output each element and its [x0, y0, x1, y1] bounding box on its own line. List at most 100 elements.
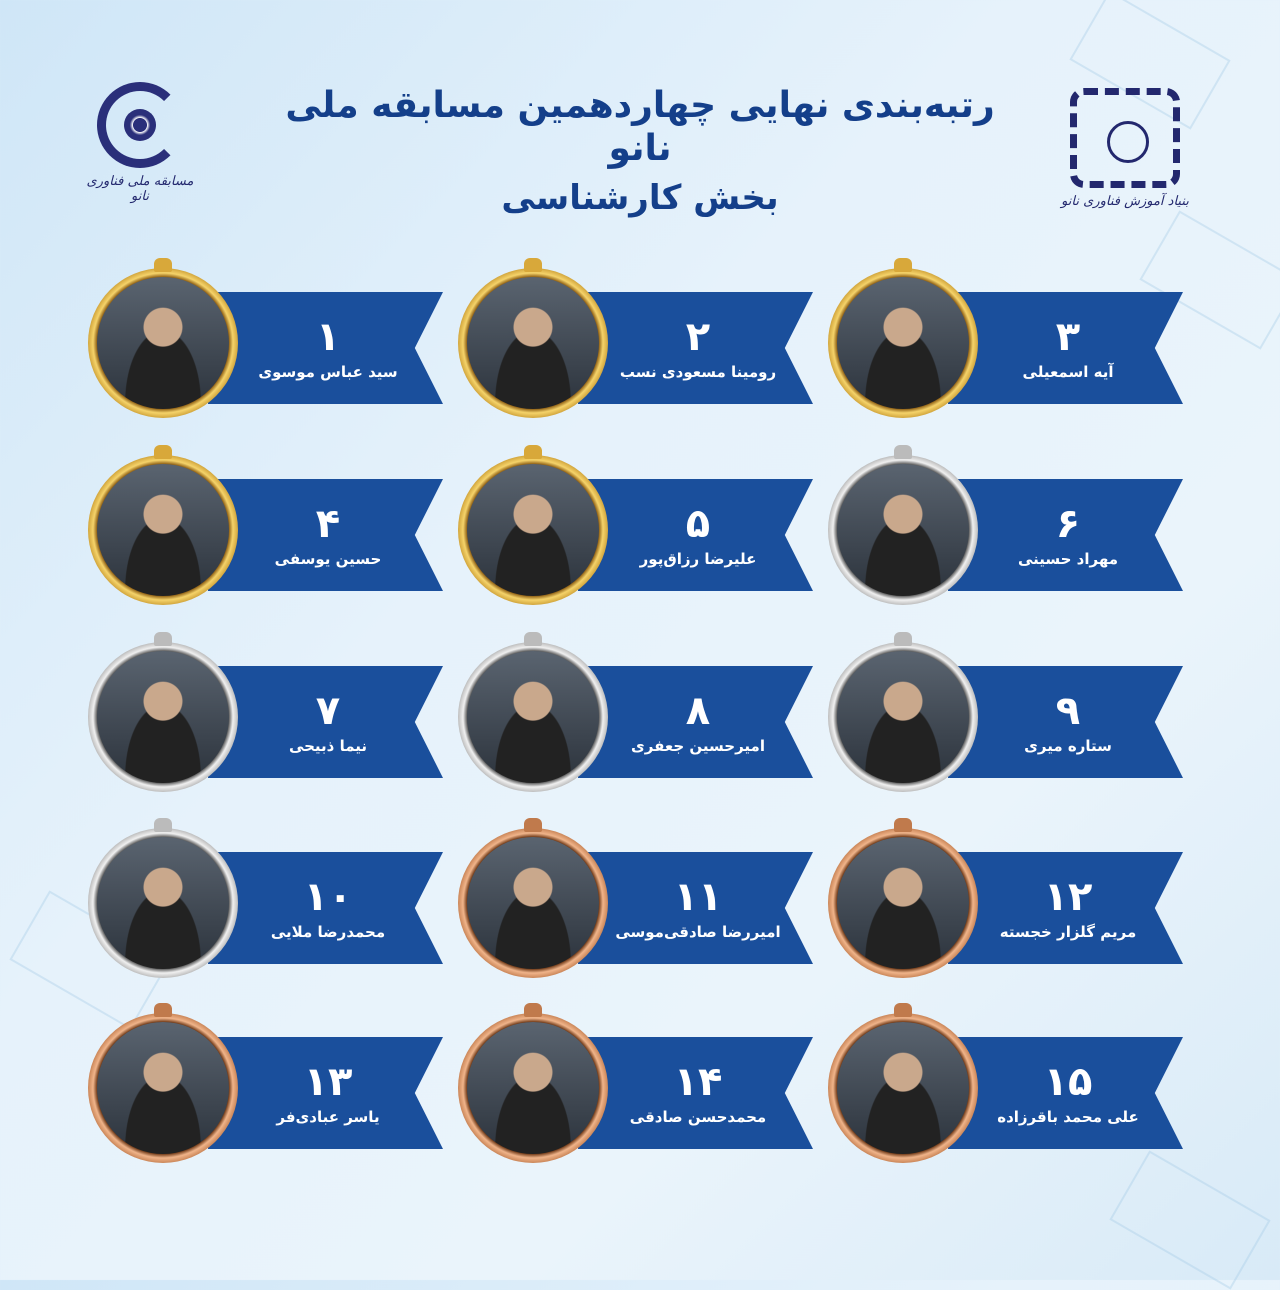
logo-caption: مسابقه ملی فناوری نانو — [86, 174, 194, 204]
participant-name: نیما ذبیحی — [288, 737, 368, 755]
medal-frame — [828, 445, 978, 605]
rank-number: ۵ — [685, 501, 711, 547]
ribbon-banner — [948, 666, 1183, 778]
avatar — [837, 464, 969, 596]
rank-number: ۱ — [315, 314, 341, 360]
ranking-text: ۱۲ مریم گلزار خجسته — [978, 854, 1158, 962]
medal-loop — [154, 1003, 172, 1017]
medal-frame — [828, 818, 978, 978]
rank-number: ۶ — [1055, 501, 1081, 547]
ranking-text: ۴ حسین یوسفی — [238, 481, 418, 589]
ribbon-banner — [578, 292, 813, 404]
avatar — [467, 837, 599, 969]
hexagon-decoration — [1109, 1150, 1271, 1290]
ribbon-banner — [578, 1037, 813, 1149]
participant-name: علی محمد باقرزاده — [997, 1108, 1139, 1126]
ranking-text: ۸ امیرحسین جعفری — [608, 668, 788, 776]
ranking-card: ۹ ستاره میری — [828, 632, 1198, 792]
ranking-text: ۹ ستاره میری — [978, 668, 1158, 776]
rank-number: ۳ — [1055, 314, 1081, 360]
avatar — [837, 651, 969, 783]
ribbon-banner — [208, 1037, 443, 1149]
nano-education-foundation-logo: بنیاد آموزش فناوری نانو — [1050, 88, 1200, 209]
medal-loop — [894, 1003, 912, 1017]
ranking-text: ۱۵ علی محمد باقرزاده — [978, 1039, 1158, 1147]
rank-number: ۴ — [315, 501, 341, 547]
ribbon-banner — [208, 292, 443, 404]
participant-name: آیه اسمعیلی — [1022, 363, 1114, 381]
ranking-card: ۱۲ مریم گلزار خجسته — [828, 818, 1198, 978]
medal-frame — [828, 1003, 978, 1163]
ranking-card: ۷ نیما ذبیحی — [88, 632, 458, 792]
medal-loop — [894, 445, 912, 459]
ranking-card: ۱۱ امیررضا صادقی‌موسی — [458, 818, 828, 978]
medal-loop — [524, 818, 542, 832]
ranking-text: ۲ رومینا مسعودی نسب — [608, 294, 788, 402]
ranking-card: ۲ رومینا مسعودی نسب — [458, 258, 828, 418]
medal-loop — [894, 818, 912, 832]
ranking-card: ۱۳ یاسر عبادی‌فر — [88, 1003, 458, 1163]
page-header: رتبه‌بندی نهایی چهاردهمین مسابقه ملی نان… — [250, 84, 1030, 219]
avatar — [467, 277, 599, 409]
medal-frame — [458, 258, 608, 418]
medal-loop — [524, 445, 542, 459]
avatar — [837, 837, 969, 969]
avatar — [97, 1022, 229, 1154]
ranking-text: ۶ مهراد حسینی — [978, 481, 1158, 589]
rank-number: ۹ — [1055, 688, 1081, 734]
ribbon-banner — [578, 852, 813, 964]
medal-loop — [154, 258, 172, 272]
ranking-text: ۱۴ محمدحسن صادقی — [608, 1039, 788, 1147]
medal-frame — [458, 1003, 608, 1163]
participant-name: یاسر عبادی‌فر — [276, 1108, 380, 1126]
page-title: رتبه‌بندی نهایی چهاردهمین مسابقه ملی نان… — [285, 85, 995, 170]
ranking-text: ۱۳ یاسر عبادی‌فر — [238, 1039, 418, 1147]
rank-number: ۸ — [685, 688, 711, 734]
avatar — [467, 1022, 599, 1154]
medal-loop — [524, 258, 542, 272]
participant-name: مریم گلزار خجسته — [999, 923, 1137, 941]
ranking-text: ۵ علیرضا رزاق‌پور — [608, 481, 788, 589]
medal-frame — [828, 632, 978, 792]
ranking-card: ۱۰ محمدرضا ملایی — [88, 818, 458, 978]
medal-loop — [894, 632, 912, 646]
ranking-card: ۱۴ محمدحسن صادقی — [458, 1003, 828, 1163]
participant-name: سید عباس موسوی — [258, 363, 398, 381]
ranking-card: ۴ حسین یوسفی — [88, 445, 458, 605]
rank-number: ۱۰ — [303, 874, 353, 920]
avatar — [97, 651, 229, 783]
page-subtitle: بخش کارشناسی — [501, 178, 779, 219]
ranking-text: ۱۱ امیررضا صادقی‌موسی — [608, 854, 788, 962]
ribbon-banner — [208, 479, 443, 591]
medal-frame — [458, 632, 608, 792]
ranking-text: ۱ سید عباس موسوی — [238, 294, 418, 402]
medal-frame — [88, 818, 238, 978]
avatar — [467, 464, 599, 596]
participant-name: مهراد حسینی — [1017, 550, 1119, 568]
ranking-text: ۷ نیما ذبیحی — [238, 668, 418, 776]
nano-logo-icon — [97, 82, 183, 168]
participant-name: محمدحسن صادقی — [629, 1108, 767, 1126]
ranking-card: ۶ مهراد حسینی — [828, 445, 1198, 605]
participant-name: محمدرضا ملایی — [270, 923, 386, 941]
ribbon-banner — [948, 1037, 1183, 1149]
ribbon-banner — [578, 666, 813, 778]
medal-loop — [154, 445, 172, 459]
participant-name: علیرضا رزاق‌پور — [639, 550, 757, 568]
participant-name: امیررضا صادقی‌موسی — [615, 923, 781, 941]
avatar — [97, 464, 229, 596]
ribbon-banner — [578, 479, 813, 591]
medal-frame — [458, 445, 608, 605]
participant-name: امیرحسین جعفری — [631, 737, 765, 755]
rank-number: ۱۲ — [1043, 874, 1093, 920]
rank-number: ۱۱ — [673, 874, 723, 920]
medal-loop — [154, 632, 172, 646]
participant-name: حسین یوسفی — [274, 550, 382, 568]
avatar — [97, 277, 229, 409]
ranking-text: ۳ آیه اسمعیلی — [978, 294, 1158, 402]
medal-loop — [524, 1003, 542, 1017]
ranking-card: ۵ علیرضا رزاق‌پور — [458, 445, 828, 605]
ribbon-banner — [948, 852, 1183, 964]
medal-frame — [828, 258, 978, 418]
participant-name: رومینا مسعودی نسب — [619, 363, 777, 381]
